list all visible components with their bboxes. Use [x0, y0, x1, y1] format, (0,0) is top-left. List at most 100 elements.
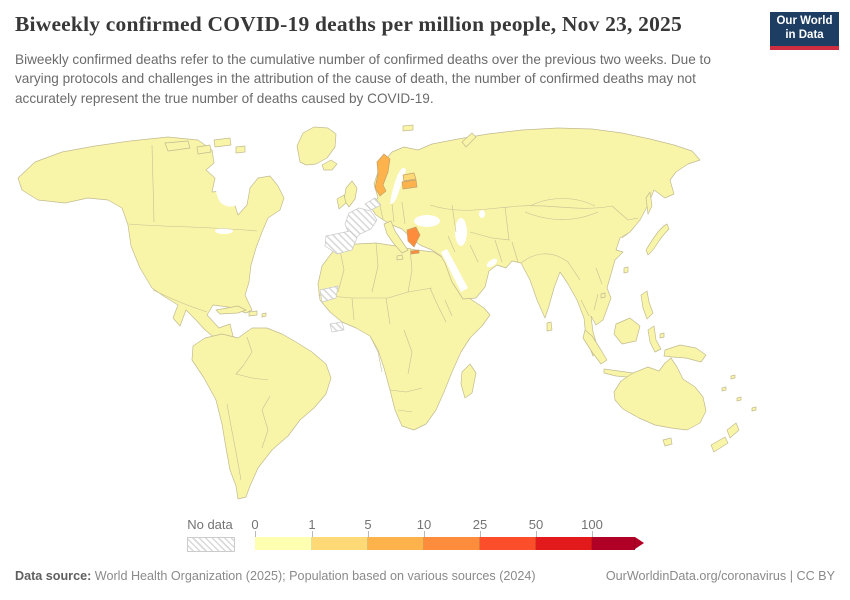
legend-bin-0[interactable]	[255, 537, 312, 550]
country-border-line	[379, 201, 406, 225]
country-border-line	[337, 249, 345, 293]
landmasses	[17, 124, 757, 500]
country-border-line	[524, 198, 599, 220]
country-border-line	[369, 329, 413, 375]
landmass-sulawesi[interactable]	[647, 325, 662, 353]
owid-logo[interactable]: Our World in Data	[770, 12, 839, 50]
country-border-line	[317, 287, 433, 299]
legend-bin-10[interactable]	[424, 537, 480, 550]
legend-tick-mark	[424, 531, 425, 537]
country-west-africa-no-data[interactable]	[329, 321, 345, 333]
great-lakes-water	[215, 228, 233, 234]
water-overlays	[215, 167, 498, 346]
highlighted-countries	[374, 153, 421, 255]
legend-tick-label-0: 0	[251, 517, 259, 532]
pacific-islands[interactable]	[600, 266, 757, 412]
country-border-line	[567, 261, 603, 317]
legend-no-data-swatch[interactable]	[187, 537, 235, 552]
country-greece[interactable]	[406, 226, 421, 255]
country-border-line	[447, 235, 519, 263]
country-border-line	[429, 204, 613, 211]
owid-logo-line2: in Data	[785, 29, 824, 41]
country-border-line	[261, 395, 271, 449]
country-border-line	[235, 336, 269, 381]
landmass-japan[interactable]	[645, 223, 670, 256]
country-border-line	[407, 247, 413, 293]
legend-tick-label-1: 1	[308, 517, 316, 532]
black-sea-water	[414, 215, 440, 227]
country-border-line	[151, 144, 155, 223]
legend-color-bar	[255, 537, 644, 550]
country-border-line	[371, 242, 379, 293]
legend-bin-1[interactable]	[312, 537, 368, 550]
landmass-sakhalin[interactable]	[645, 191, 653, 215]
gulf-of-guinea-water	[338, 330, 372, 346]
landmass-tasmania[interactable]	[662, 437, 673, 447]
legend-color-scale: 0 1 5 10 25 50 100	[251, 517, 644, 551]
landmass-eurasia[interactable]	[369, 127, 701, 357]
legend-tick-labels: 0 1 5 10 25 50 100	[251, 517, 644, 532]
legend-tick-label-25: 25	[472, 517, 488, 532]
caribbean-islands[interactable]	[215, 305, 267, 318]
legend-tick-mark	[592, 531, 593, 537]
legend-tick-marks	[255, 531, 644, 537]
legend-bin-25[interactable]	[480, 537, 536, 550]
country-estonia[interactable]	[402, 172, 417, 182]
landmass-sri-lanka[interactable]	[546, 321, 553, 332]
legend-tick-label-10: 10	[416, 517, 432, 532]
footer-data-source-label: Data source:	[15, 569, 92, 583]
legend-bin-100[interactable]	[592, 537, 635, 550]
legend-bin-5[interactable]	[368, 537, 424, 550]
aral-sea-water	[479, 210, 485, 218]
landmass-south-america[interactable]	[191, 327, 332, 500]
footer-data-source: Data source: World Health Organization (…	[15, 569, 536, 583]
landmass-africa[interactable]	[317, 242, 491, 431]
no-data-countries	[319, 197, 382, 333]
country-border-line	[429, 287, 453, 323]
caspian-sea-water	[455, 218, 467, 246]
landmass-new-guinea[interactable]	[663, 344, 707, 363]
chart-subtitle: Biweekly confirmed deaths refer to the c…	[15, 52, 711, 106]
world-map[interactable]	[0, 112, 850, 510]
page-title: Biweekly confirmed COVID-19 deaths per m…	[15, 12, 682, 36]
legend-tick-mark	[312, 531, 313, 537]
country-benelux-no-data[interactable]	[364, 197, 382, 211]
landmass-borneo[interactable]	[613, 317, 641, 345]
landmass-italy[interactable]	[383, 220, 409, 261]
country-border-line	[611, 205, 639, 239]
legend-bin-50[interactable]	[536, 537, 592, 550]
hudson-bay-water	[215, 175, 243, 207]
red-sea-water	[441, 249, 468, 292]
landmass-australia[interactable]	[613, 357, 707, 431]
legend-tick-mark	[255, 531, 256, 537]
legend-tick-label-100: 100	[581, 517, 603, 532]
landmass-iceland[interactable]	[321, 159, 338, 171]
country-western-sahara-no-data[interactable]	[319, 285, 339, 303]
landmass-new-zealand[interactable]	[710, 422, 740, 453]
footer-credit-link[interactable]: OurWorldinData.org/coronavirus | CC BY	[605, 569, 835, 583]
country-borders	[128, 144, 639, 481]
landmass-greenland[interactable]	[296, 126, 337, 166]
baltic-sea-water	[390, 167, 406, 204]
legend-no-data-label: No data	[187, 517, 233, 532]
landmass-madagascar[interactable]	[460, 363, 477, 399]
country-latvia[interactable]	[401, 179, 418, 190]
country-border-line	[451, 204, 511, 241]
landmass-philippines[interactable]	[640, 290, 654, 320]
persian-gulf-water	[486, 258, 498, 268]
arctic-islands[interactable]	[164, 124, 477, 155]
country-spain-no-data[interactable]	[324, 230, 358, 255]
country-border-line	[520, 253, 569, 264]
country-border-line	[389, 387, 423, 413]
owid-logo-line1: Our World	[776, 15, 833, 28]
legend-tick-label-50: 50	[528, 517, 544, 532]
footer-data-source-text: World Health Organization (2025); Popula…	[91, 569, 536, 583]
landmass-ireland[interactable]	[336, 194, 347, 210]
country-sweden[interactable]	[374, 153, 391, 197]
legend-tick-mark	[536, 531, 537, 537]
country-border-line	[226, 403, 242, 481]
country-border-line	[351, 297, 391, 325]
landmass-north-america[interactable]	[17, 136, 285, 357]
landmass-sumatra[interactable]	[582, 329, 608, 365]
